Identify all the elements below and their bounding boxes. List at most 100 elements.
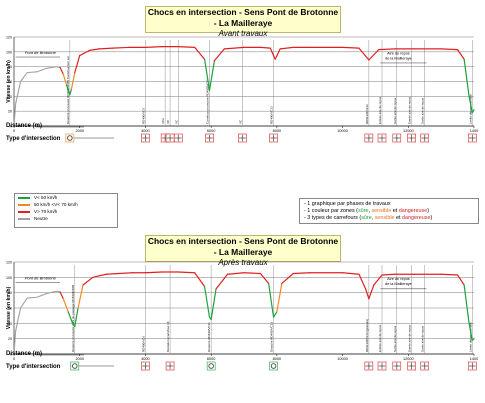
- y-axis-label: Vitesse (en km/h): [6, 60, 12, 103]
- marker-label: RD490/VC6: [141, 336, 145, 352]
- x-tick-label: 0: [13, 129, 15, 133]
- y-tick-label: 60: [8, 80, 12, 84]
- series-segment: [144, 271, 163, 274]
- series-segment: [79, 49, 91, 57]
- roundabout-icon: [270, 363, 277, 369]
- series-segment: [215, 273, 229, 290]
- y-tick-label: 40: [8, 95, 12, 99]
- note-text: ): [427, 208, 429, 214]
- series-segment: [92, 273, 107, 278]
- marker-label: VC: [166, 119, 170, 124]
- series-neutre: [13, 290, 61, 355]
- series-segment: [368, 49, 380, 61]
- x-axis-label: Distance (m): [6, 351, 42, 357]
- legend-swatch-green: [18, 196, 30, 199]
- y-tick-label: 120: [6, 36, 12, 40]
- y-tick-label: 120: [6, 261, 12, 265]
- legend-item: Neutre: [15, 215, 117, 222]
- series-segment: [463, 284, 470, 324]
- marker-label: Sortie aire de repos: [421, 97, 425, 124]
- series-segment: [82, 276, 94, 286]
- legend-item: 50 km/h <V< 70 km/h: [15, 201, 117, 208]
- legend-item: V< 50 km/h: [15, 194, 117, 201]
- series-segment: [468, 322, 473, 341]
- series-segment: [274, 48, 281, 60]
- note-red: dangereuse: [402, 215, 431, 221]
- note-text: et: [394, 215, 403, 221]
- series-segment: [118, 272, 133, 275]
- series-segment: [281, 272, 294, 285]
- series-segment: [59, 66, 64, 75]
- note-line-2: - 1 couleur par zones (sûre, sensible et…: [304, 208, 478, 215]
- note-orange: sensible: [371, 208, 392, 214]
- marker-label: Carrefour provisoire RD490/VC11: [206, 79, 210, 124]
- y-tick-label: 80: [8, 65, 12, 69]
- legend-swatch-gray: [18, 217, 30, 220]
- series-segment: [381, 273, 396, 276]
- series-segment: [276, 282, 283, 313]
- series-segment: [243, 272, 262, 275]
- series-segment: [456, 49, 465, 60]
- annotation-aire: de la Mailleraye: [385, 282, 412, 286]
- series-neutre: [13, 66, 61, 127]
- marker-label: Déviation (carrefour ril): [166, 321, 170, 352]
- chart2-subtitle: Après travaux: [218, 258, 268, 267]
- series-segment: [88, 48, 101, 51]
- x-tick-label: 4000: [141, 129, 149, 133]
- roundabout-icon: [208, 363, 214, 369]
- marker-label: VC2: [161, 118, 165, 124]
- series-segment: [59, 291, 64, 300]
- series-segment: [364, 288, 370, 300]
- intersection-icon-frame: [70, 361, 80, 371]
- note-line-1: - 1 graphique par phases de travaux: [304, 201, 391, 207]
- note-red: dangereuse: [398, 208, 428, 214]
- y-tick-label: 100: [6, 50, 12, 54]
- annotation-aire: Aire de repos: [387, 51, 410, 55]
- legend-swatch-orange: [18, 203, 30, 206]
- note-line-3: - 3 types de carrefours (sûre, sensible …: [304, 215, 478, 222]
- series-segment: [292, 272, 311, 275]
- y-tick-label: 0: [10, 125, 12, 129]
- note-text: ,: [371, 215, 375, 221]
- note-orange: sensible: [374, 215, 395, 221]
- x-tick-label: 1400: [470, 357, 478, 361]
- series-segment: [279, 46, 294, 50]
- series-segment: [341, 46, 360, 49]
- y-tick-label: 60: [8, 307, 12, 311]
- y-tick-label: 0: [10, 353, 12, 357]
- x-tick-label: 4000: [141, 357, 149, 361]
- marker-label: RD913/RD143 (giratoire): [365, 319, 369, 352]
- x-tick-label: 0: [13, 357, 15, 361]
- annotation-pont: Pont de Brotonne: [25, 50, 57, 55]
- series-segment: [378, 48, 396, 51]
- y-tick-label: 100: [6, 276, 12, 280]
- series-segment: [259, 272, 270, 285]
- legend-item: V> 70 km/h: [15, 208, 117, 215]
- legend-label: V< 50 km/h: [34, 195, 58, 200]
- y-axis-label: Vitesse (en km/h): [6, 286, 12, 329]
- series-segment: [208, 60, 216, 92]
- x-tick-label: 12000: [403, 129, 414, 133]
- series-segment: [226, 272, 245, 275]
- series-segment: [70, 71, 76, 90]
- x-tick-label: 10000: [337, 129, 348, 133]
- series-segment: [269, 47, 276, 60]
- x-tick-label: 2000: [75, 357, 83, 361]
- series-segment: [471, 109, 475, 114]
- marker-label: Sortie aire de repos: [393, 325, 397, 352]
- chart2-title-box: Chocs en intersection - Sens Pont de Bro…: [145, 235, 341, 267]
- note-text: ): [430, 215, 433, 221]
- series-segment: [440, 48, 459, 51]
- marker-label: Sortie aire de repos: [421, 325, 425, 352]
- series-segment: [98, 47, 114, 50]
- x-tick-label: 8000: [273, 129, 281, 133]
- series-segment: [358, 47, 370, 61]
- series-segment: [272, 311, 278, 318]
- series-segment: [268, 282, 275, 318]
- marker-label: Limite départementale: [468, 322, 472, 352]
- x-tick-label: 6000: [207, 357, 215, 361]
- marker-label: Giratoire RD490/VC13: [270, 322, 274, 352]
- series-segment: [194, 46, 206, 60]
- marker-label: RD913/RD143: [365, 104, 369, 124]
